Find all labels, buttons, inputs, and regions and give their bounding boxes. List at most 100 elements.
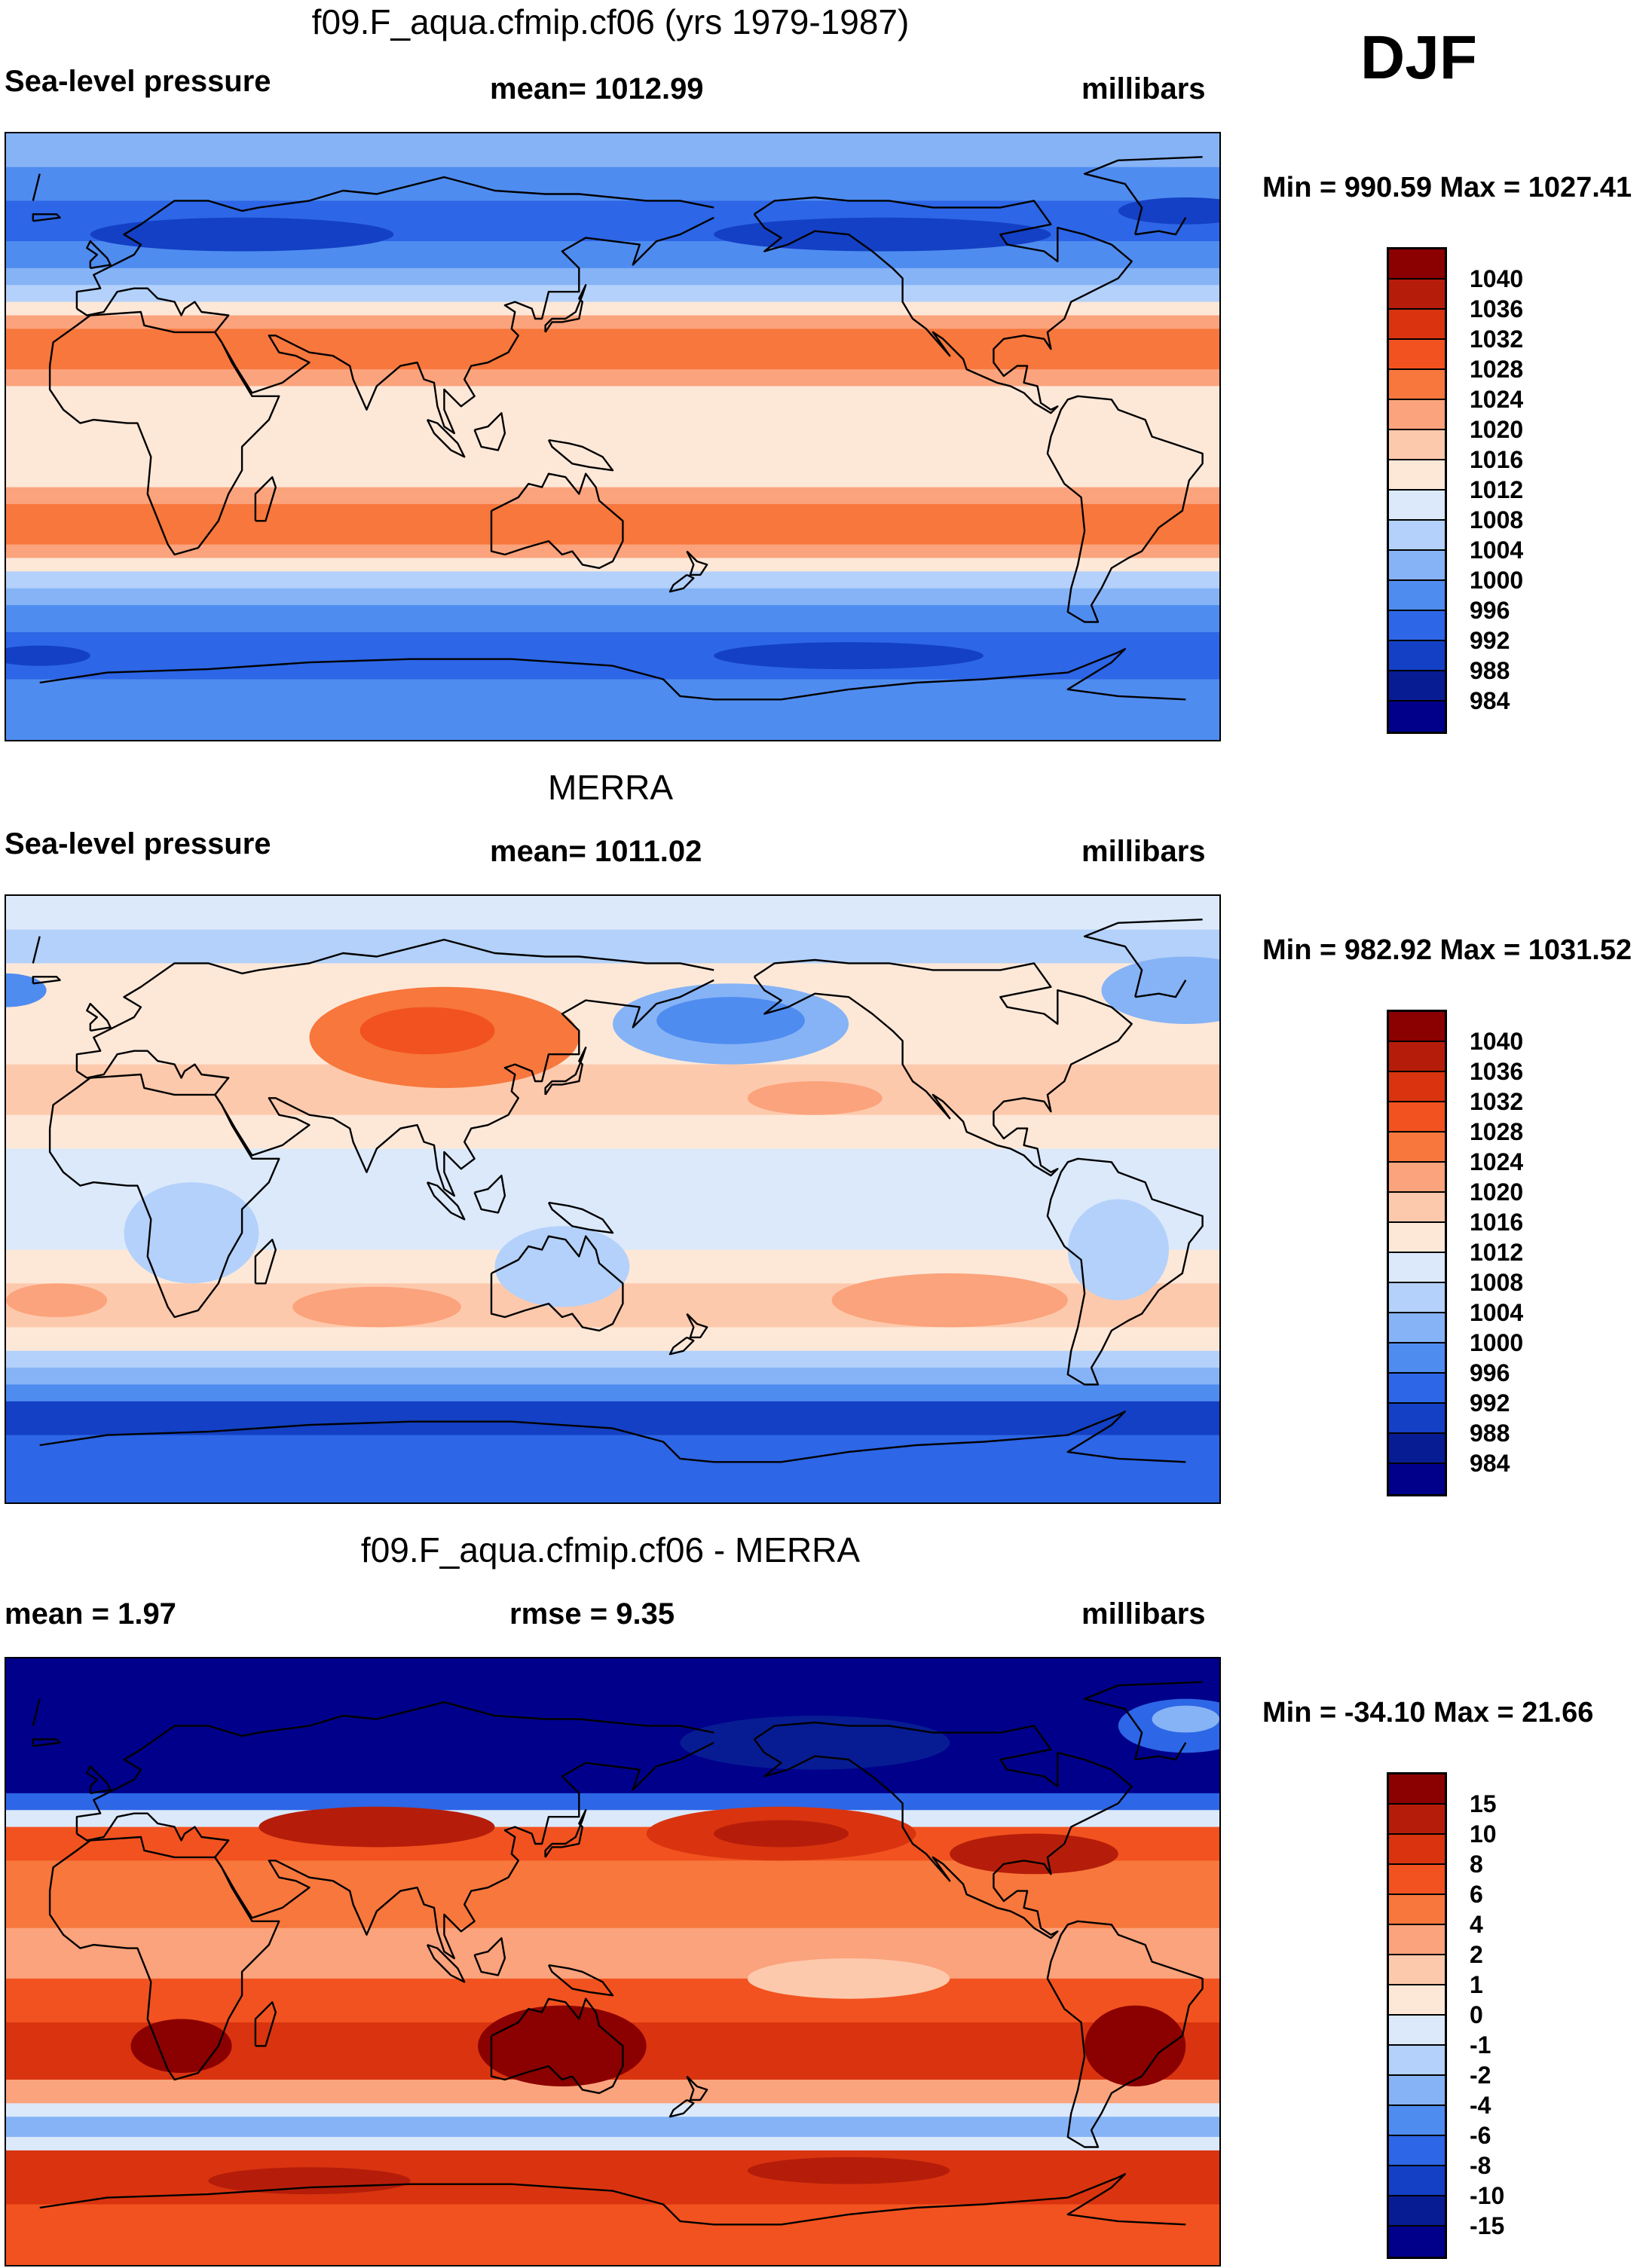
colorbar-tick-label: 984: [1470, 687, 1510, 714]
colorbar-tick-label: 988: [1470, 1420, 1510, 1447]
coastline: [686, 1313, 708, 1339]
contour-band: [6, 2117, 1219, 2138]
colorbar: [1387, 247, 1447, 734]
colorbar-tick-label: 1040: [1470, 1028, 1524, 1055]
contour-band: [6, 1350, 1219, 1368]
colorbar-swatch: [1389, 671, 1445, 701]
mean-label: mean= 1011.02: [490, 835, 702, 868]
colorbar-tick-label: 992: [1470, 627, 1510, 654]
contour-region: [6, 973, 47, 1007]
colorbar-swatch: [1389, 581, 1445, 611]
coastline: [1046, 1157, 1204, 1386]
colorbar-tick-label: 1036: [1470, 295, 1524, 322]
colorbar-tick-label: 1020: [1470, 1178, 1524, 1206]
colorbar-tick-label: 1024: [1470, 1148, 1524, 1175]
contour-region: [1067, 1199, 1169, 1301]
contour-band: [6, 2103, 1219, 2117]
colorbar-swatch: [1389, 430, 1445, 460]
colorbar-tick-label: 1000: [1470, 567, 1524, 594]
colorbar-swatch: [1389, 2136, 1445, 2166]
colorbar-swatch: [1389, 1223, 1445, 1253]
colorbar-swatch: [1389, 521, 1445, 551]
coastline: [86, 240, 112, 270]
colorbar-tick-label: -1: [1470, 2031, 1491, 2059]
contour-band: [6, 503, 1219, 546]
coastline: [75, 176, 714, 309]
contour-band: [6, 544, 1219, 558]
colorbar-tick-label: 1008: [1470, 1269, 1524, 1296]
coastline: [547, 439, 614, 472]
colorbar-swatch: [1389, 1313, 1445, 1343]
colorbar-tick-label: 1012: [1470, 1239, 1524, 1266]
colorbar-swatch: [1389, 1404, 1445, 1434]
contour-band: [6, 1114, 1219, 1149]
coastline: [75, 938, 714, 1071]
contour-region: [124, 1182, 259, 1284]
colorbar-tick-label: 0: [1470, 2001, 1483, 2028]
coastline: [32, 976, 61, 985]
colorbar-swatch: [1389, 2106, 1445, 2136]
colorbar-tick-label: 1024: [1470, 386, 1524, 413]
contour-band: [6, 1368, 1219, 1385]
colorbar-tick-label: 1028: [1470, 356, 1524, 383]
coastline: [48, 1835, 280, 2081]
coastline: [75, 1701, 714, 1834]
coastline: [254, 2001, 277, 2047]
contour-region: [6, 645, 90, 666]
contour-band: [6, 605, 1219, 633]
colorbar-swatch: [1389, 1283, 1445, 1313]
contour-band: [6, 267, 1219, 286]
colorbar-tick-label: -8: [1470, 2152, 1491, 2179]
contour-region: [1085, 2005, 1186, 2086]
contour-region: [130, 2019, 232, 2074]
contour-region: [6, 1283, 108, 1318]
colorbar-tick-label: 1004: [1470, 1299, 1524, 1326]
variable-label: Sea-level pressure: [5, 827, 271, 860]
contour-band: [6, 558, 1219, 572]
colorbar-tick-label: 984: [1470, 1450, 1510, 1477]
coastline: [490, 472, 624, 570]
colorbar-swatch: [1389, 1985, 1445, 2016]
contour-band: [6, 386, 1219, 488]
contour-band: [6, 315, 1219, 329]
contour-band: [6, 2080, 1219, 2104]
colorbar-swatch: [1389, 1163, 1445, 1193]
colorbar-swatch: [1389, 1012, 1445, 1042]
coastline: [753, 1721, 1133, 1939]
contour-band: [6, 133, 1219, 168]
contour-band: [6, 929, 1219, 964]
colorbar-swatch: [1389, 400, 1445, 430]
colorbar-tick-label: 996: [1470, 597, 1510, 624]
coastline: [426, 1943, 466, 1983]
contour-band: [6, 1793, 1219, 1811]
colorbar-swatch: [1389, 280, 1445, 310]
colorbar-tick-label: 8: [1470, 1851, 1483, 1878]
colorbar-swatch: [1389, 1895, 1445, 1925]
colorbar-swatch: [1389, 1835, 1445, 1865]
coastline: [32, 156, 1203, 236]
coastline: [490, 1235, 624, 1332]
map-merra: [5, 894, 1221, 1504]
coastline: [1046, 395, 1204, 623]
colorbar-swatch: [1389, 1464, 1445, 1494]
colorbar-swatch: [1389, 1193, 1445, 1223]
map-difference: [5, 1657, 1221, 2266]
coastline: [753, 958, 1133, 1177]
colorbar-swatch: [1389, 1343, 1445, 1374]
coastline: [668, 573, 695, 593]
colorbar-tick-label: 15: [1470, 1790, 1497, 1817]
coastline: [473, 412, 506, 451]
colorbar-tick-label: 1036: [1470, 1058, 1524, 1085]
colorbar-swatch: [1389, 1072, 1445, 1102]
contour-band: [6, 2150, 1219, 2205]
coastline: [32, 213, 61, 222]
contour-band: [6, 285, 1219, 303]
contour-band: [6, 1327, 1219, 1352]
contour-region: [1101, 956, 1219, 1024]
mean-label: mean= 1012.99: [490, 72, 704, 105]
contour-band: [6, 1401, 1219, 1436]
coastline: [254, 476, 277, 522]
coastline: [426, 418, 466, 458]
contour-band: [6, 1064, 1219, 1116]
colorbar-swatch: [1389, 1805, 1445, 1835]
